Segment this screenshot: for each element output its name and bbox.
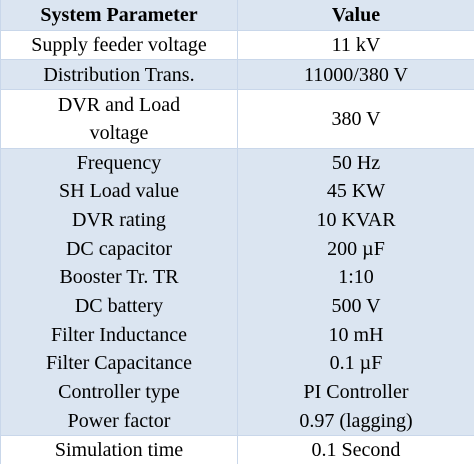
- header-cell: System Parameter: [0, 0, 238, 31]
- value-cell: 0.1 Second: [237, 434, 474, 464]
- value-cell: 1:10: [237, 263, 474, 292]
- parameter-cell: Frequency: [0, 147, 238, 177]
- parameter-cell: Supply feeder voltage: [0, 29, 238, 60]
- header-row: System Parameter Value: [0, 0, 474, 31]
- table-row: DVR and Load voltage 380 V: [0, 89, 474, 149]
- header-cell: Value: [237, 0, 474, 31]
- parameter-cell: DC battery: [0, 291, 238, 321]
- table-row: Filter Inductance 10 mH: [0, 320, 474, 350]
- table-row: Controller type PI Controller: [0, 377, 474, 407]
- value-cell: 0.97 (lagging): [237, 406, 474, 436]
- value-cell: 45 KW: [237, 176, 474, 206]
- value-cell: PI Controller: [237, 377, 474, 407]
- parameter-cell: Controller type: [0, 377, 238, 407]
- parameter-cell: SH Load value: [0, 176, 238, 206]
- parameter-cell: DVR and Load voltage: [0, 89, 238, 149]
- value-cell: 380 V: [237, 89, 474, 149]
- value-cell: 10 mH: [237, 320, 474, 350]
- table-row: DC capacitor 200 µF: [0, 234, 474, 264]
- value-cell: 50 Hz: [237, 147, 474, 177]
- table-body: Supply feeder voltage 11 kV Distribution T…: [0, 29, 474, 464]
- value-cell: 11000/380 V: [237, 59, 474, 90]
- value-cell: 500 V: [237, 291, 474, 321]
- table-row: SH Load value 45 KW: [0, 176, 474, 206]
- parameter-cell: Power factor: [0, 406, 238, 436]
- table-row: Distribution Trans. 11000/380 V: [0, 59, 474, 90]
- table-row: DVR rating 10 KVAR: [0, 205, 474, 235]
- value-cell: 200 µF: [237, 234, 474, 264]
- table-row: Simulation time 0.1 Second: [0, 434, 474, 464]
- parameter-cell: DC capacitor: [0, 234, 238, 264]
- value-cell: 11 kV: [237, 29, 474, 60]
- table-row: Supply feeder voltage 11 kV: [0, 29, 474, 60]
- table-row: Power factor 0.97 (lagging): [0, 406, 474, 436]
- table-row: Booster Tr. TR 1:10: [0, 263, 474, 292]
- parameter-cell: Simulation time: [0, 434, 238, 464]
- parameter-cell: Distribution Trans.: [0, 59, 238, 90]
- parameter-cell: DVR rating: [0, 205, 238, 235]
- parameter-cell: Filter Capacitance: [0, 349, 238, 378]
- table-row: Filter Capacitance 0.1 µF: [0, 349, 474, 378]
- table-row: DC battery 500 V: [0, 291, 474, 321]
- parameter-cell: Booster Tr. TR: [0, 263, 238, 292]
- value-cell: 0.1 µF: [237, 349, 474, 378]
- table-row: Frequency 50 Hz: [0, 147, 474, 177]
- parameter-cell: Filter Inductance: [0, 320, 238, 350]
- value-cell: 10 KVAR: [237, 205, 474, 235]
